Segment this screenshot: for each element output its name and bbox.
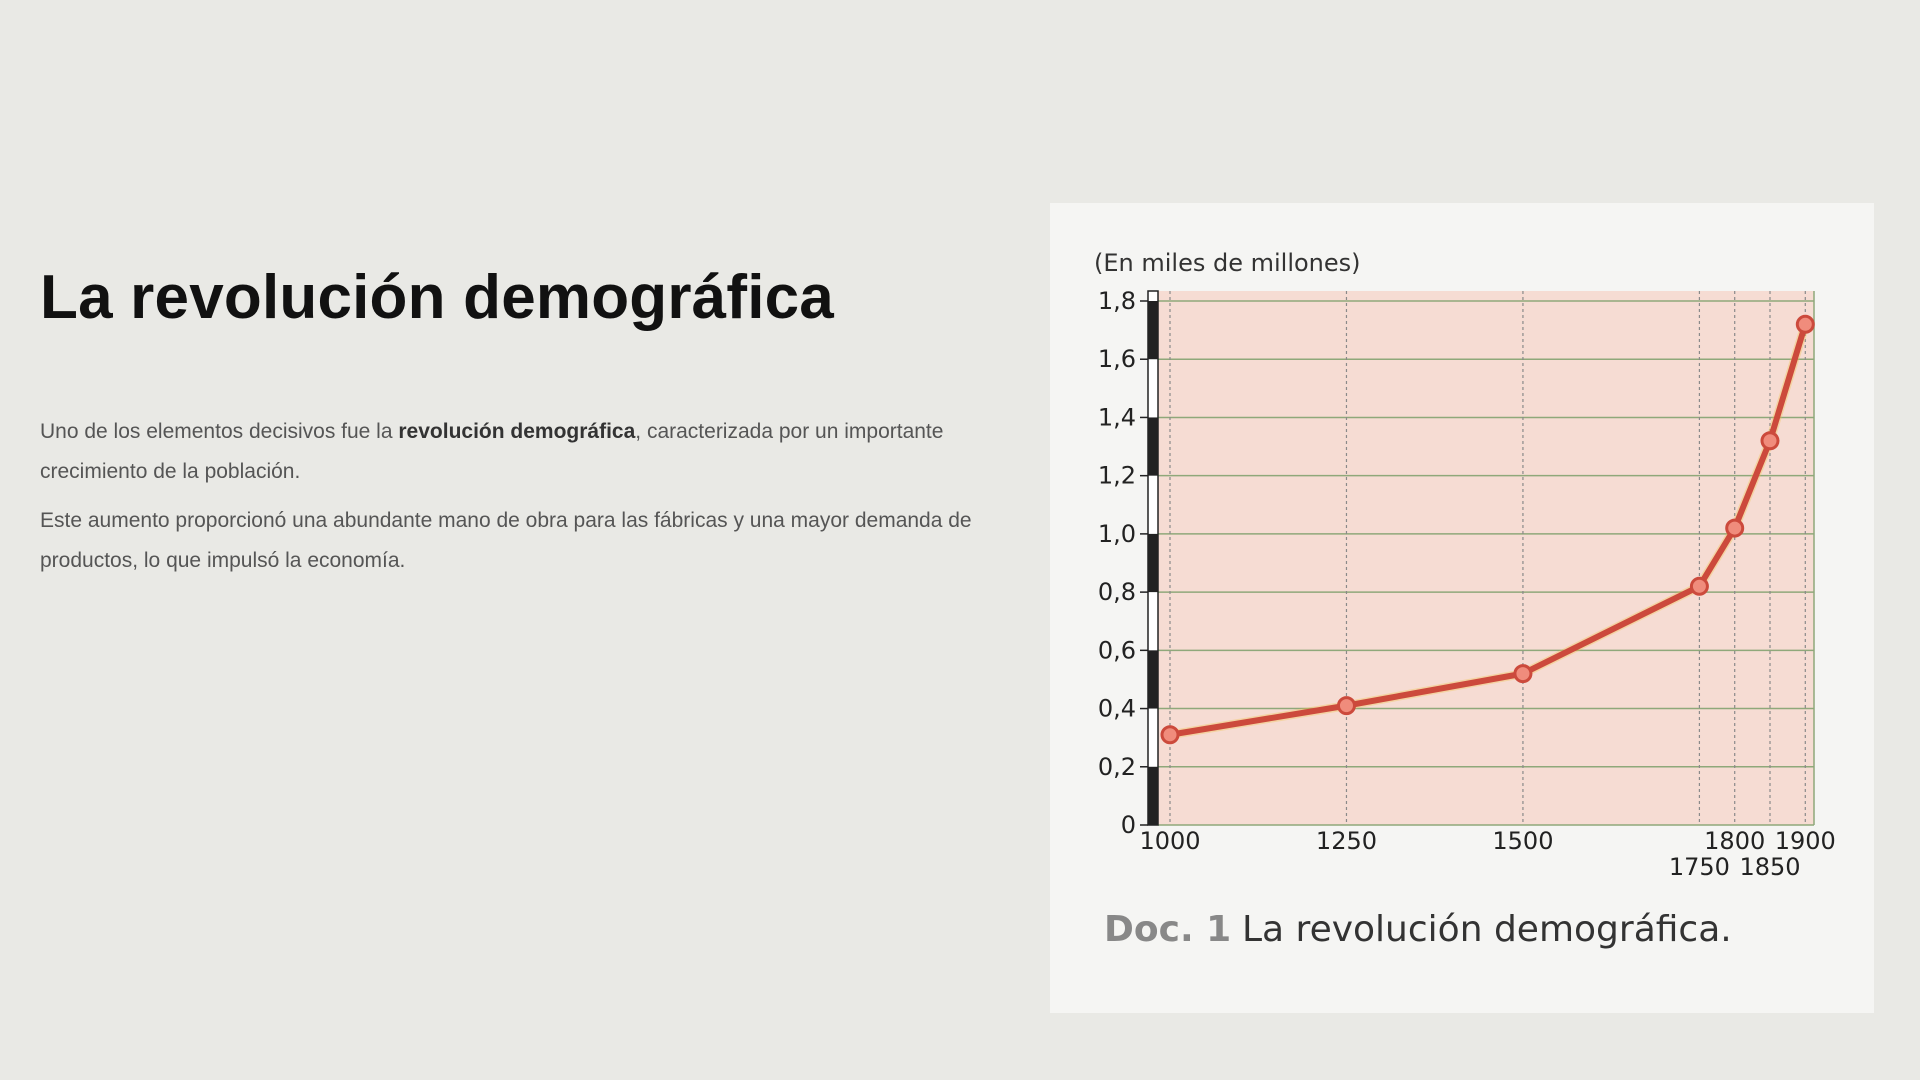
y-tick-labels: 0 0,2 0,4 0,6 0,8 1,0 1,2 1,4 1,6 1,8	[1098, 287, 1136, 839]
data-point-1000	[1160, 725, 1180, 745]
y-tick-label-6: 1,2	[1098, 462, 1136, 490]
y-tick-label-0: 0	[1121, 811, 1136, 839]
data-point-1750	[1689, 576, 1709, 596]
x-tick-label-1850: 1850	[1739, 853, 1800, 881]
paragraph-1-highlight: revolución demográfica	[398, 420, 636, 443]
slide-title: La revolución demográfica	[40, 263, 834, 332]
population-chart: (En miles de millones) 0 0,2 0,4 0,6 0,8 1,0 1…	[1094, 249, 1836, 950]
x-tick-label-1800: 1800	[1704, 827, 1765, 855]
chart-figure: (En miles de millones) 0 0,2 0,4 0,6 0,8 1,0 1…	[1050, 203, 1874, 1013]
y-tick-label-2: 0,4	[1098, 695, 1136, 723]
y-axis-bar-segment-0	[1148, 766, 1158, 825]
x-tick-label-1000: 1000	[1139, 827, 1200, 855]
paragraph-1-end: , caracterizada por un importante crecim…	[40, 420, 944, 483]
y-tick-label-1: 0,2	[1098, 753, 1136, 781]
plot-background	[1158, 291, 1814, 825]
y-axis-bar-segment-4	[1148, 533, 1158, 593]
y-tick-label-9: 1,8	[1098, 287, 1136, 315]
x-tick-label-1900: 1900	[1775, 827, 1836, 855]
caption-text: La revolución demográfica.	[1242, 909, 1732, 950]
data-point-1900	[1795, 314, 1815, 334]
data-point-1500	[1513, 664, 1533, 684]
paragraph-2: Este aumento proporcionó una abundante m…	[40, 509, 972, 572]
caption-doc-label: Doc. 1	[1104, 909, 1231, 950]
y-tick-label-4: 0,8	[1098, 578, 1136, 606]
y-tick-label-7: 1,4	[1098, 403, 1136, 431]
data-point-1250	[1336, 696, 1356, 716]
y-unit-label: (En miles de millones)	[1094, 249, 1361, 277]
y-tick-label-8: 1,6	[1098, 345, 1136, 373]
x-tick-label-1250: 1250	[1316, 827, 1377, 855]
data-point-1800	[1725, 518, 1745, 538]
y-axis-bar-segment-2	[1148, 650, 1158, 709]
paragraph-1: Uno de los elementos decisivos fue la re…	[40, 412, 1000, 492]
body-text: Uno de los elementos decisivos fue la re…	[40, 412, 1000, 590]
y-axis-bar-segment-8	[1148, 301, 1158, 360]
data-point-1850	[1760, 431, 1780, 451]
x-tick-label-1750: 1750	[1669, 853, 1730, 881]
y-tick-label-5: 1,0	[1098, 520, 1136, 548]
population-series	[1160, 314, 1815, 745]
x-tick-label-1500: 1500	[1492, 827, 1553, 855]
paragraph-1-start: Uno de los elementos decisivos fue la	[40, 420, 399, 443]
y-axis	[1140, 290, 1159, 826]
y-tick-label-3: 0,6	[1098, 636, 1136, 664]
y-axis-bar-segment-6	[1148, 417, 1158, 476]
